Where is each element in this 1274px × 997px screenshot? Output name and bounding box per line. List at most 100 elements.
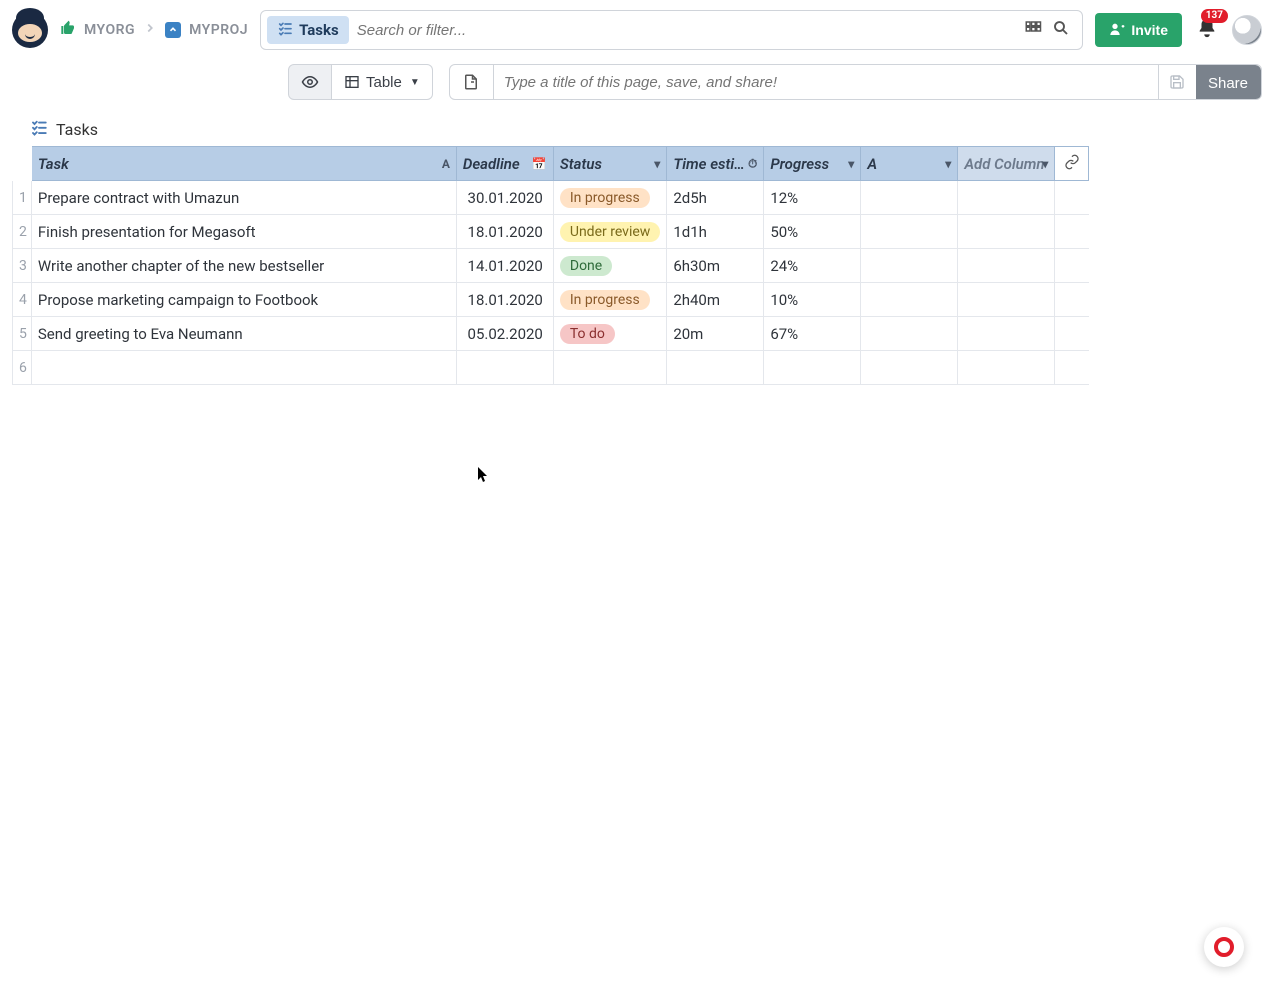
cell-time[interactable]: 2h40m <box>667 283 764 317</box>
cell-progress[interactable]: 50% <box>764 215 861 249</box>
cell-task[interactable]: Send greeting to Eva Neumann <box>31 317 456 351</box>
cell-progress[interactable] <box>764 351 861 385</box>
table-row[interactable]: 2Finish presentation for Megasoft18.01.2… <box>13 215 1089 249</box>
help-button[interactable] <box>1204 927 1244 967</box>
columns-icon[interactable] <box>1024 19 1042 41</box>
column-type-icon: 📅 <box>532 157 547 171</box>
share-button[interactable]: Share <box>1196 65 1261 100</box>
invite-button[interactable]: Invite <box>1095 13 1182 47</box>
status-badge: Done <box>560 256 612 276</box>
column-header-deadline[interactable]: Deadline📅 <box>456 147 553 181</box>
cell-status[interactable] <box>553 351 666 385</box>
cell-extra[interactable] <box>861 317 958 351</box>
column-header-linkcol[interactable] <box>1055 147 1089 181</box>
cell-extra[interactable] <box>861 181 958 215</box>
cell-task[interactable] <box>31 351 456 385</box>
table-row[interactable]: 4Propose marketing campaign to Footbook1… <box>13 283 1089 317</box>
table-row[interactable]: 1Prepare contract with Umazun30.01.2020I… <box>13 181 1089 215</box>
row-number: 3 <box>13 249 32 283</box>
column-header-status[interactable]: Status▾ <box>553 147 666 181</box>
cell-time[interactable] <box>667 351 764 385</box>
cell-addcol[interactable] <box>958 283 1055 317</box>
cell-deadline[interactable]: 05.02.2020 <box>456 317 553 351</box>
cell-link[interactable] <box>1055 283 1089 317</box>
notifications-badge: 137 <box>1201 9 1228 23</box>
search-icon[interactable] <box>1052 19 1070 41</box>
cell-status[interactable]: To do <box>553 317 666 351</box>
column-type-icon: ⏱ <box>748 156 757 171</box>
cell-task[interactable]: Propose marketing campaign to Footbook <box>31 283 456 317</box>
cell-extra[interactable] <box>861 283 958 317</box>
chevron-down-icon: ▼ <box>410 77 420 88</box>
page-label: Tasks <box>0 100 1274 146</box>
cell-deadline[interactable]: 30.01.2020 <box>456 181 553 215</box>
cell-link[interactable] <box>1055 249 1089 283</box>
cell-link[interactable] <box>1055 181 1089 215</box>
cell-addcol[interactable] <box>958 215 1055 249</box>
cell-extra[interactable] <box>861 215 958 249</box>
avatar[interactable] <box>1232 15 1262 45</box>
cell-extra[interactable] <box>861 351 958 385</box>
cell-time[interactable]: 2d5h <box>667 181 764 215</box>
column-type-icon: ▾ <box>945 157 951 171</box>
breadcrumb-org[interactable]: MYORG <box>84 22 135 38</box>
page-title-input[interactable] <box>494 65 1158 99</box>
row-number: 2 <box>13 215 32 249</box>
cell-link[interactable] <box>1055 317 1089 351</box>
cell-status[interactable]: In progress <box>553 283 666 317</box>
column-type-icon: ▾ <box>848 157 854 171</box>
cell-task[interactable]: Finish presentation for Megasoft <box>31 215 456 249</box>
cell-task[interactable]: Prepare contract with Umazun <box>31 181 456 215</box>
cell-status[interactable]: Under review <box>553 215 666 249</box>
cell-extra[interactable] <box>861 249 958 283</box>
table-row-empty[interactable]: 6 <box>13 351 1089 385</box>
cell-addcol[interactable] <box>958 181 1055 215</box>
page-type-icon[interactable] <box>450 65 494 99</box>
cell-link[interactable] <box>1055 351 1089 385</box>
status-badge: Under review <box>560 222 660 242</box>
cell-addcol[interactable] <box>958 317 1055 351</box>
column-header-addcol[interactable]: Add Column▾ <box>958 147 1055 181</box>
breadcrumb-project[interactable]: MYPROJ <box>189 22 248 38</box>
visibility-button[interactable] <box>288 64 332 100</box>
chevron-right-icon <box>143 21 157 39</box>
status-badge: To do <box>560 324 615 344</box>
cell-progress[interactable]: 24% <box>764 249 861 283</box>
search-input[interactable] <box>357 22 1017 39</box>
column-header-task[interactable]: TaskA <box>31 147 456 181</box>
column-header-extra[interactable]: A▾ <box>861 147 958 181</box>
cell-link[interactable] <box>1055 215 1089 249</box>
cell-progress[interactable]: 67% <box>764 317 861 351</box>
cell-deadline[interactable]: 14.01.2020 <box>456 249 553 283</box>
table-row[interactable]: 5Send greeting to Eva Neumann05.02.2020T… <box>13 317 1089 351</box>
search-scope-chip[interactable]: Tasks <box>267 16 349 44</box>
cell-progress[interactable]: 10% <box>764 283 861 317</box>
cursor-icon <box>477 466 489 484</box>
save-button[interactable] <box>1158 65 1196 99</box>
cell-status[interactable]: In progress <box>553 181 666 215</box>
list-check-icon <box>30 118 48 140</box>
cell-status[interactable]: Done <box>553 249 666 283</box>
cell-progress[interactable]: 12% <box>764 181 861 215</box>
view-mode-button[interactable]: Table ▼ <box>332 64 433 100</box>
row-number: 1 <box>13 181 32 215</box>
notifications-button[interactable]: 137 <box>1196 17 1218 43</box>
column-header-time[interactable]: Time esti…⏱ <box>667 147 764 181</box>
lifebuoy-icon <box>1214 937 1234 957</box>
cell-time[interactable]: 20m <box>667 317 764 351</box>
project-icon <box>165 22 181 38</box>
share-label: Share <box>1208 75 1248 92</box>
column-header-progress[interactable]: Progress▾ <box>764 147 861 181</box>
cell-task[interactable]: Write another chapter of the new bestsel… <box>31 249 456 283</box>
cell-time[interactable]: 6h30m <box>667 249 764 283</box>
cell-deadline[interactable]: 18.01.2020 <box>456 215 553 249</box>
page-toolbar: Table ▼ Share <box>0 64 1274 100</box>
cell-addcol[interactable] <box>958 249 1055 283</box>
cell-deadline[interactable] <box>456 351 553 385</box>
table-row[interactable]: 3Write another chapter of the new bestse… <box>13 249 1089 283</box>
app-logo[interactable] <box>12 12 48 48</box>
topbar-actions: Invite 137 <box>1095 13 1262 47</box>
cell-addcol[interactable] <box>958 351 1055 385</box>
cell-deadline[interactable]: 18.01.2020 <box>456 283 553 317</box>
cell-time[interactable]: 1d1h <box>667 215 764 249</box>
